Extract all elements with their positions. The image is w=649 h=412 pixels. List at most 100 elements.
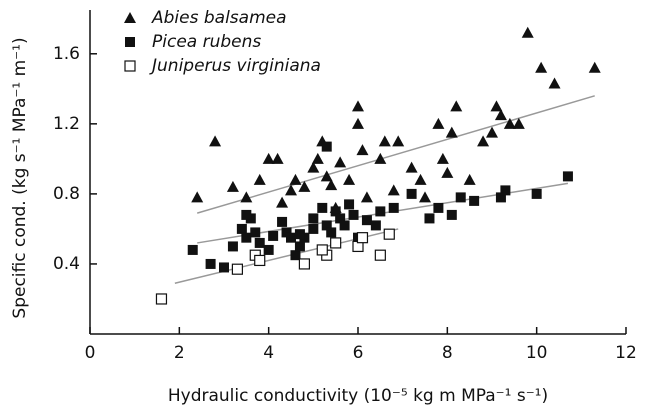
x-axis-label: Hydraulic conductivity (10⁻⁵ kg m MPa⁻¹ … xyxy=(168,386,548,406)
point xyxy=(187,244,198,255)
point xyxy=(348,209,359,220)
point xyxy=(241,209,252,220)
point xyxy=(531,188,542,199)
point xyxy=(548,77,561,89)
point xyxy=(406,188,417,199)
point xyxy=(298,258,310,270)
point xyxy=(388,202,399,213)
point xyxy=(445,126,458,138)
point xyxy=(352,100,364,112)
point xyxy=(227,241,238,252)
point xyxy=(588,61,601,73)
y-tick-label: 1.2 xyxy=(53,114,80,134)
point xyxy=(317,202,328,213)
point xyxy=(432,117,445,129)
x-tick-label: 2 xyxy=(174,343,185,363)
point xyxy=(335,213,346,224)
point xyxy=(294,241,305,252)
point xyxy=(414,173,427,185)
point xyxy=(500,185,511,196)
point xyxy=(285,184,297,196)
y-tick-label: 0.8 xyxy=(53,184,80,204)
point xyxy=(263,244,274,255)
legend-marker xyxy=(124,60,136,72)
point xyxy=(308,223,319,234)
point xyxy=(495,192,506,203)
point xyxy=(469,195,480,206)
point xyxy=(307,161,320,173)
x-tick-label: 8 xyxy=(442,343,453,363)
x-tick-label: 4 xyxy=(263,343,274,363)
legend-label: Abies balsamea xyxy=(151,8,287,28)
point xyxy=(231,263,243,275)
point xyxy=(289,173,302,185)
legend-marker xyxy=(124,12,136,23)
point xyxy=(521,26,534,38)
point xyxy=(325,179,338,191)
point xyxy=(477,135,490,147)
point xyxy=(219,262,229,273)
x-tick-label: 10 xyxy=(526,343,548,363)
point xyxy=(374,152,387,164)
point xyxy=(387,184,400,196)
point xyxy=(360,191,373,203)
point xyxy=(281,227,292,238)
y-axis-label: Specific cond. (kg s⁻¹ MPa⁻¹ m⁻¹) xyxy=(10,37,30,318)
point xyxy=(392,135,405,147)
point xyxy=(356,232,369,244)
point xyxy=(268,230,279,241)
point xyxy=(253,173,266,185)
point xyxy=(298,180,311,192)
point xyxy=(330,206,341,217)
x-tick-label: 6 xyxy=(353,343,364,363)
point xyxy=(374,249,386,261)
point xyxy=(433,202,444,213)
point xyxy=(562,171,573,182)
point xyxy=(321,141,332,152)
point xyxy=(343,173,356,185)
point xyxy=(271,152,284,164)
point xyxy=(436,152,449,164)
legend-label: Juniperus virginiana xyxy=(149,56,321,76)
point xyxy=(262,152,275,164)
point xyxy=(535,61,548,73)
point xyxy=(405,161,418,173)
x-tick-label: 0 xyxy=(85,343,96,363)
point xyxy=(455,192,466,203)
x-tick-label: 12 xyxy=(615,343,637,363)
point xyxy=(290,250,301,261)
point xyxy=(155,293,168,305)
point xyxy=(240,191,253,203)
point xyxy=(419,191,431,203)
legend-label: Picea rubens xyxy=(152,32,261,52)
point xyxy=(494,109,507,121)
point xyxy=(277,216,288,227)
fit-line xyxy=(196,95,595,214)
point xyxy=(375,206,386,217)
legend-marker xyxy=(125,37,135,47)
point xyxy=(512,117,525,129)
point xyxy=(250,227,261,238)
point xyxy=(339,220,350,231)
point xyxy=(370,220,381,231)
point xyxy=(286,232,296,243)
point xyxy=(361,215,372,226)
point xyxy=(450,100,463,112)
point xyxy=(308,213,319,224)
point xyxy=(356,144,369,156)
point xyxy=(311,152,324,164)
point xyxy=(503,117,516,129)
point xyxy=(490,100,503,112)
point xyxy=(378,135,391,147)
point xyxy=(236,223,247,234)
point xyxy=(334,156,347,168)
point xyxy=(330,237,342,249)
point xyxy=(241,232,252,243)
point xyxy=(254,254,266,267)
point xyxy=(294,229,305,240)
point xyxy=(486,126,498,138)
point xyxy=(320,170,333,182)
point xyxy=(316,244,328,256)
point xyxy=(205,258,216,269)
